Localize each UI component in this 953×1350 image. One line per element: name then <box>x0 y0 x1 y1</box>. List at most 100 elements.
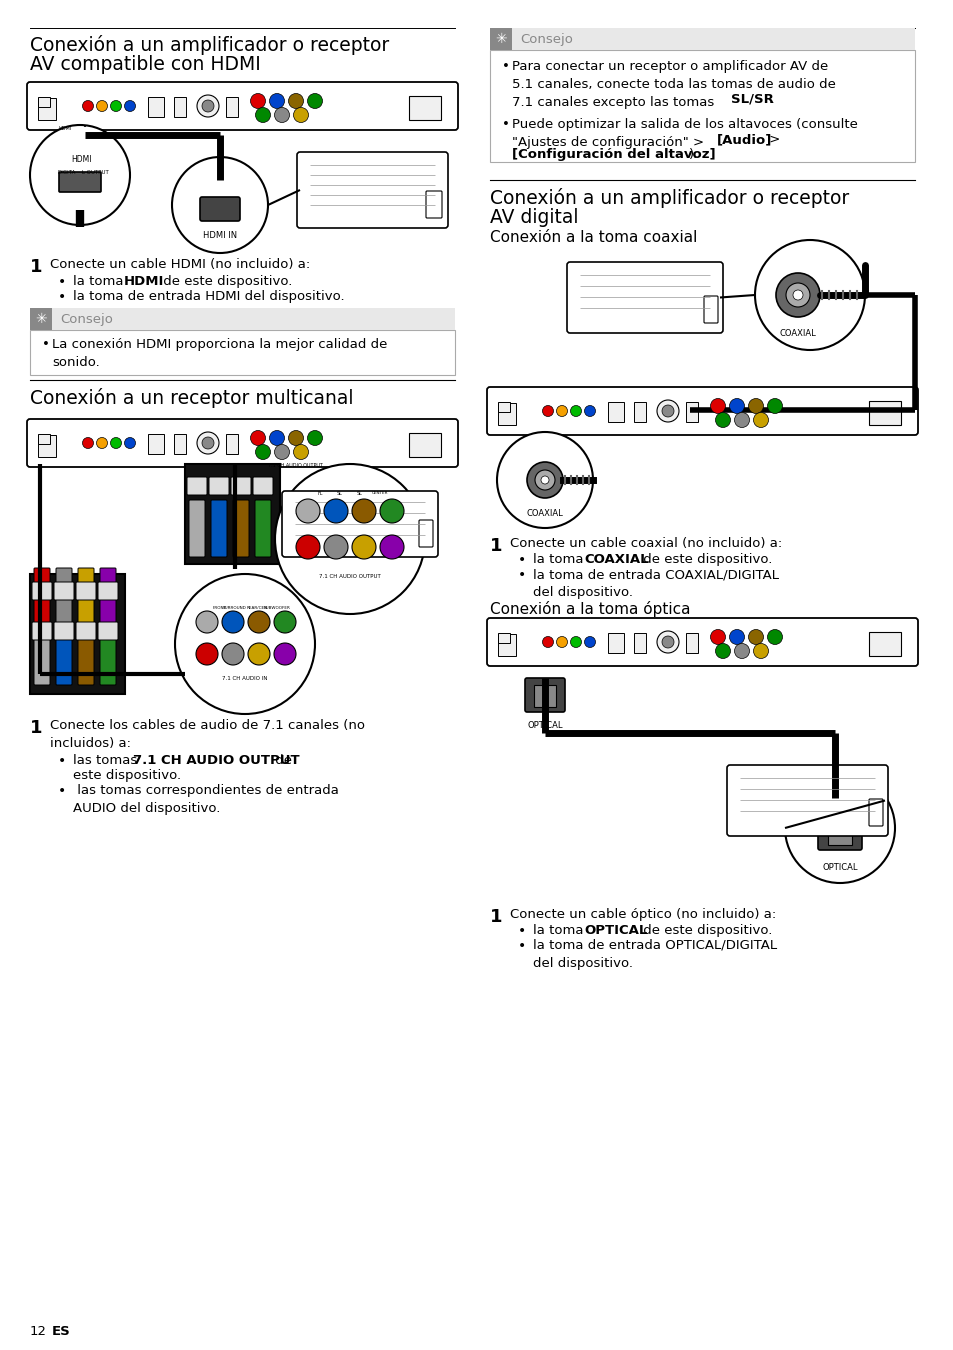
Circle shape <box>715 413 730 428</box>
FancyBboxPatch shape <box>253 477 273 495</box>
FancyBboxPatch shape <box>34 568 50 625</box>
Circle shape <box>295 500 319 522</box>
Circle shape <box>324 535 348 559</box>
FancyBboxPatch shape <box>497 634 516 656</box>
FancyBboxPatch shape <box>296 153 448 228</box>
FancyBboxPatch shape <box>566 262 722 333</box>
Text: Puede optimizar la salida de los altavoces (consulte
"Ajustes de configuración" : Puede optimizar la salida de los altavoc… <box>512 117 857 148</box>
Circle shape <box>222 612 244 633</box>
Circle shape <box>767 398 781 413</box>
FancyBboxPatch shape <box>148 433 164 454</box>
Text: CENTER: CENTER <box>372 491 388 495</box>
Circle shape <box>556 405 567 417</box>
Circle shape <box>542 636 553 648</box>
Circle shape <box>202 100 213 112</box>
FancyBboxPatch shape <box>486 387 917 435</box>
FancyBboxPatch shape <box>30 329 455 375</box>
Text: la toma: la toma <box>73 275 128 288</box>
FancyBboxPatch shape <box>173 433 186 454</box>
FancyBboxPatch shape <box>189 500 205 558</box>
Text: •: • <box>42 338 50 351</box>
Text: 12: 12 <box>30 1324 47 1338</box>
Text: ).: ). <box>688 148 698 161</box>
Circle shape <box>767 629 781 644</box>
Circle shape <box>785 284 809 306</box>
Text: OPTICAL: OPTICAL <box>821 864 857 872</box>
Circle shape <box>274 612 295 633</box>
FancyBboxPatch shape <box>148 97 164 117</box>
FancyBboxPatch shape <box>100 568 116 625</box>
Text: •: • <box>517 554 526 567</box>
Text: L OUTPUT: L OUTPUT <box>82 170 109 174</box>
Circle shape <box>775 273 820 317</box>
Circle shape <box>715 644 730 659</box>
Circle shape <box>274 643 295 666</box>
FancyBboxPatch shape <box>209 477 229 495</box>
Circle shape <box>195 612 218 633</box>
Circle shape <box>269 431 284 446</box>
Circle shape <box>274 464 424 614</box>
FancyBboxPatch shape <box>497 404 516 425</box>
Text: Para conectar un receptor o amplificador AV de
5.1 canales, conecte toda las tom: Para conectar un receptor o amplificador… <box>512 59 835 109</box>
Circle shape <box>584 405 595 417</box>
Text: Conecte los cables de audio de 7.1 canales (no
incluidos) a:: Conecte los cables de audio de 7.1 canal… <box>50 720 365 751</box>
Text: 1: 1 <box>30 720 43 737</box>
Text: •: • <box>58 290 66 304</box>
Circle shape <box>556 636 567 648</box>
Text: AV compatible con HDMI: AV compatible con HDMI <box>30 55 260 74</box>
Text: la toma: la toma <box>533 554 587 566</box>
FancyBboxPatch shape <box>98 582 118 599</box>
FancyBboxPatch shape <box>490 50 914 162</box>
Text: 7.1 CH AUDIO OUTPUT: 7.1 CH AUDIO OUTPUT <box>267 463 322 468</box>
Circle shape <box>710 398 724 413</box>
Circle shape <box>269 93 284 108</box>
FancyBboxPatch shape <box>32 622 52 640</box>
Circle shape <box>195 643 218 666</box>
Circle shape <box>753 644 768 659</box>
Text: >: > <box>764 134 783 146</box>
FancyBboxPatch shape <box>409 96 440 120</box>
Circle shape <box>535 470 555 490</box>
Text: 1: 1 <box>490 909 502 926</box>
FancyBboxPatch shape <box>38 97 50 107</box>
FancyBboxPatch shape <box>418 520 433 547</box>
Circle shape <box>174 574 314 714</box>
Text: la toma de entrada COAXIAL/DIGITAL
del dispositivo.: la toma de entrada COAXIAL/DIGITAL del d… <box>533 568 779 599</box>
Text: 1: 1 <box>30 258 43 275</box>
Circle shape <box>734 644 749 659</box>
FancyBboxPatch shape <box>233 500 249 558</box>
Text: 7.1 CH AUDIO OUTPUT: 7.1 CH AUDIO OUTPUT <box>132 755 299 767</box>
Circle shape <box>542 405 553 417</box>
FancyBboxPatch shape <box>76 582 96 599</box>
Text: HDMI: HDMI <box>71 154 92 163</box>
FancyBboxPatch shape <box>486 618 917 666</box>
Circle shape <box>255 444 271 459</box>
FancyBboxPatch shape <box>534 684 556 707</box>
FancyBboxPatch shape <box>38 99 56 120</box>
Circle shape <box>710 629 724 644</box>
Circle shape <box>96 100 108 112</box>
Text: .: . <box>768 93 772 107</box>
Text: Conexión a la toma coaxial: Conexión a la toma coaxial <box>490 230 697 244</box>
Text: de: de <box>271 755 292 767</box>
Text: •: • <box>517 923 526 938</box>
Circle shape <box>748 629 762 644</box>
Text: Conexión a un amplificador o receptor: Conexión a un amplificador o receptor <box>490 188 848 208</box>
FancyBboxPatch shape <box>282 491 437 558</box>
Text: •: • <box>517 568 526 582</box>
FancyBboxPatch shape <box>490 28 512 50</box>
FancyBboxPatch shape <box>726 765 887 836</box>
FancyBboxPatch shape <box>685 402 698 423</box>
Text: de este dispositivo.: de este dispositivo. <box>639 554 772 566</box>
Text: SL/SR: SL/SR <box>730 93 773 107</box>
Text: de este dispositivo.: de este dispositivo. <box>159 275 292 288</box>
Text: COAXIAL: COAXIAL <box>779 328 816 338</box>
Text: Conecte un cable coaxial (no incluido) a:: Conecte un cable coaxial (no incluido) a… <box>510 537 781 549</box>
Text: las tomas: las tomas <box>73 755 141 767</box>
FancyBboxPatch shape <box>231 477 251 495</box>
FancyBboxPatch shape <box>524 678 564 711</box>
Text: Conecte un cable HDMI (no incluido) a:: Conecte un cable HDMI (no incluido) a: <box>50 258 310 271</box>
Circle shape <box>352 500 375 522</box>
Circle shape <box>540 477 548 485</box>
FancyBboxPatch shape <box>54 622 74 640</box>
